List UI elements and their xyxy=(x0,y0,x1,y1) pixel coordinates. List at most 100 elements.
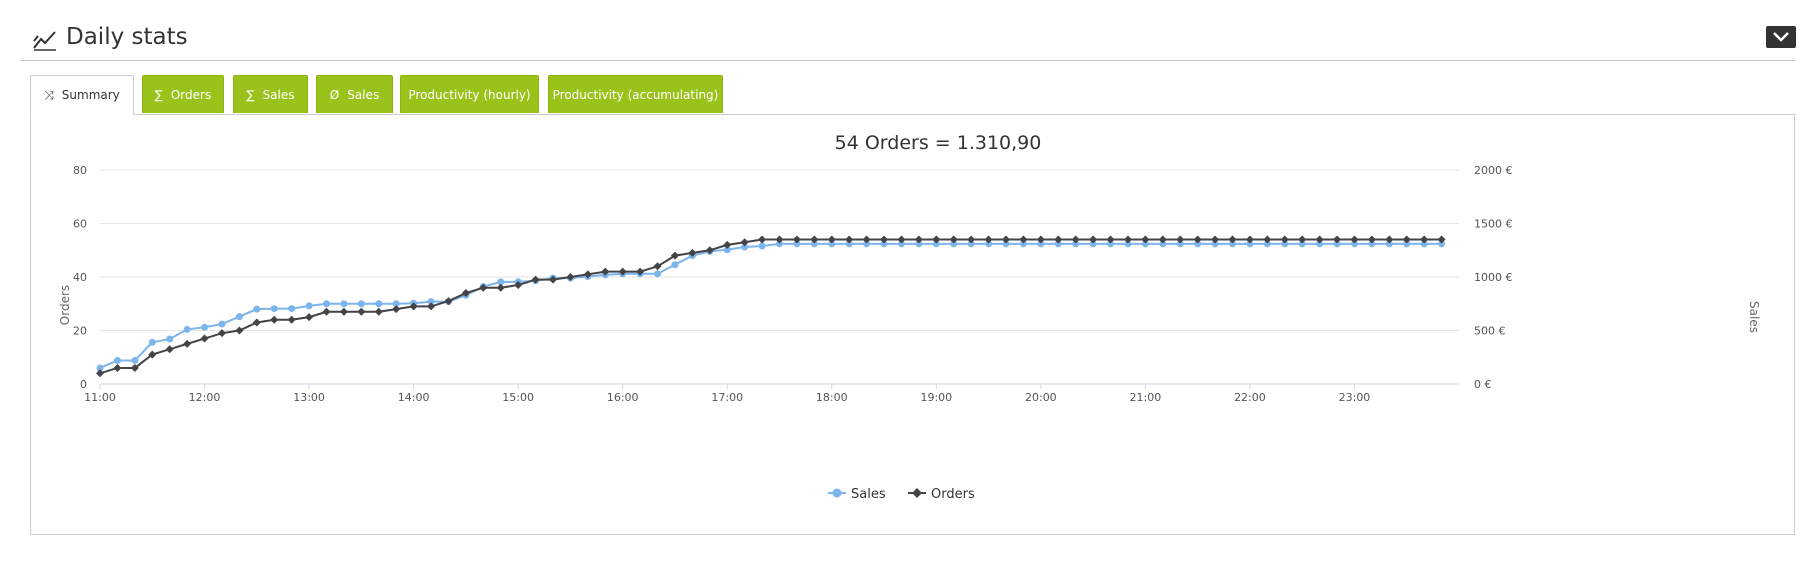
data-point-sales[interactable] xyxy=(1124,240,1132,248)
data-point-orders[interactable] xyxy=(287,315,296,324)
data-point-orders[interactable] xyxy=(1263,235,1272,244)
data-point-orders[interactable] xyxy=(113,363,122,372)
tab-sales-sum[interactable]: ∑ Sales xyxy=(233,75,308,113)
data-point-sales[interactable] xyxy=(1176,240,1184,248)
data-point-sales[interactable] xyxy=(654,270,662,278)
data-point-orders[interactable] xyxy=(827,235,836,244)
data-point-sales[interactable] xyxy=(113,356,121,364)
data-point-orders[interactable] xyxy=(566,273,575,281)
data-point-sales[interactable] xyxy=(148,338,156,346)
data-point-orders[interactable] xyxy=(1089,235,1098,244)
data-point-orders[interactable] xyxy=(217,329,226,338)
data-point-orders[interactable] xyxy=(496,283,505,292)
data-point-orders[interactable] xyxy=(792,235,801,244)
data-point-sales[interactable] xyxy=(253,305,261,313)
data-point-sales[interactable] xyxy=(967,240,975,248)
data-point-orders[interactable] xyxy=(1193,235,1202,244)
data-point-orders[interactable] xyxy=(949,235,958,244)
data-point-sales[interactable] xyxy=(375,300,383,308)
data-point-orders[interactable] xyxy=(148,350,157,359)
data-point-orders[interactable] xyxy=(479,283,488,292)
data-point-orders[interactable] xyxy=(1123,235,1132,244)
data-point-orders[interactable] xyxy=(1228,235,1237,244)
data-point-orders[interactable] xyxy=(392,305,401,314)
data-point-orders[interactable] xyxy=(618,267,627,276)
data-point-orders[interactable] xyxy=(880,235,889,244)
data-point-orders[interactable] xyxy=(967,235,976,244)
data-point-sales[interactable] xyxy=(671,261,679,269)
tab-orders-sum[interactable]: ∑ Orders xyxy=(142,75,224,113)
data-point-sales[interactable] xyxy=(1420,240,1428,248)
data-point-orders[interactable] xyxy=(914,235,923,244)
data-point-orders[interactable] xyxy=(531,275,540,284)
data-point-sales[interactable] xyxy=(235,313,243,321)
data-point-sales[interactable] xyxy=(845,240,853,248)
data-point-sales[interactable] xyxy=(1159,240,1167,248)
data-point-orders[interactable] xyxy=(845,235,854,244)
data-point-orders[interactable] xyxy=(409,302,418,311)
tab-productivity-accumulating[interactable]: Productivity (accumulating) xyxy=(548,75,723,113)
data-point-orders[interactable] xyxy=(1437,235,1446,244)
data-point-sales[interactable] xyxy=(1403,240,1411,248)
data-point-orders[interactable] xyxy=(1158,235,1167,244)
data-point-orders[interactable] xyxy=(1245,235,1254,244)
data-point-orders[interactable] xyxy=(322,307,331,316)
data-point-orders[interactable] xyxy=(1071,235,1080,244)
data-point-orders[interactable] xyxy=(583,270,592,279)
data-point-sales[interactable] xyxy=(880,240,888,248)
data-point-sales[interactable] xyxy=(96,364,104,372)
data-point-orders[interactable] xyxy=(374,307,383,316)
collapse-button[interactable] xyxy=(1766,26,1796,48)
data-point-sales[interactable] xyxy=(810,240,818,248)
data-point-orders[interactable] xyxy=(339,307,348,316)
data-point-orders[interactable] xyxy=(636,267,645,276)
data-point-orders[interactable] xyxy=(1106,235,1115,244)
legend-item-sales[interactable]: Sales xyxy=(828,487,886,502)
data-point-orders[interactable] xyxy=(740,238,749,247)
data-point-sales[interactable] xyxy=(1385,240,1393,248)
data-point-orders[interactable] xyxy=(601,267,610,276)
data-point-sales[interactable] xyxy=(897,240,905,248)
data-point-sales[interactable] xyxy=(828,240,836,248)
data-point-sales[interactable] xyxy=(863,240,871,248)
data-point-sales[interactable] xyxy=(1281,240,1289,248)
data-point-orders[interactable] xyxy=(514,281,523,290)
data-point-orders[interactable] xyxy=(897,235,906,244)
data-point-orders[interactable] xyxy=(235,326,244,335)
data-point-orders[interactable] xyxy=(932,235,941,244)
data-point-orders[interactable] xyxy=(984,235,993,244)
data-point-sales[interactable] xyxy=(288,305,296,313)
data-point-orders[interactable] xyxy=(130,363,139,372)
tab-sales-average[interactable]: Ø Sales xyxy=(316,75,393,113)
data-point-orders[interactable] xyxy=(252,318,261,327)
data-point-orders[interactable] xyxy=(270,315,279,324)
data-point-orders[interactable] xyxy=(705,246,714,255)
data-point-sales[interactable] xyxy=(340,300,348,308)
data-point-orders[interactable] xyxy=(1019,235,1028,244)
legend-item-orders[interactable]: Orders xyxy=(908,487,975,502)
data-point-orders[interactable] xyxy=(1333,235,1342,244)
data-point-sales[interactable] xyxy=(1368,240,1376,248)
data-point-sales[interactable] xyxy=(1141,240,1149,248)
data-point-sales[interactable] xyxy=(758,242,766,250)
data-point-orders[interactable] xyxy=(1402,235,1411,244)
data-point-orders[interactable] xyxy=(688,248,697,257)
data-point-orders[interactable] xyxy=(461,289,470,298)
data-point-sales[interactable] xyxy=(1350,240,1358,248)
data-point-sales[interactable] xyxy=(218,320,226,328)
data-point-sales[interactable] xyxy=(1263,240,1271,248)
data-point-orders[interactable] xyxy=(357,307,366,316)
data-point-sales[interactable] xyxy=(131,356,139,364)
data-point-sales[interactable] xyxy=(1229,240,1236,248)
data-point-sales[interactable] xyxy=(915,240,923,248)
data-point-orders[interactable] xyxy=(1211,235,1220,244)
data-point-sales[interactable] xyxy=(741,243,749,251)
data-point-sales[interactable] xyxy=(357,300,365,308)
data-point-sales[interactable] xyxy=(985,240,993,248)
data-point-sales[interactable] xyxy=(1246,240,1254,248)
data-point-orders[interactable] xyxy=(653,262,662,271)
tab-summary[interactable]: ⤨ Summary xyxy=(30,75,134,115)
data-point-orders[interactable] xyxy=(1420,235,1429,244)
data-point-orders[interactable] xyxy=(183,339,192,348)
data-point-sales[interactable] xyxy=(1089,240,1097,248)
